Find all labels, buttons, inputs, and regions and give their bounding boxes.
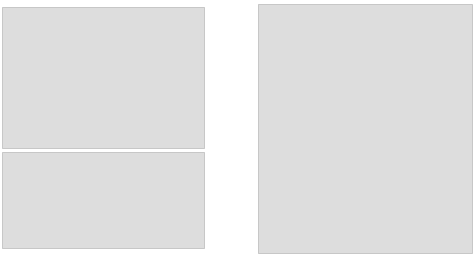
FancyBboxPatch shape bbox=[2, 152, 204, 248]
FancyBboxPatch shape bbox=[258, 4, 472, 253]
FancyBboxPatch shape bbox=[2, 7, 204, 148]
